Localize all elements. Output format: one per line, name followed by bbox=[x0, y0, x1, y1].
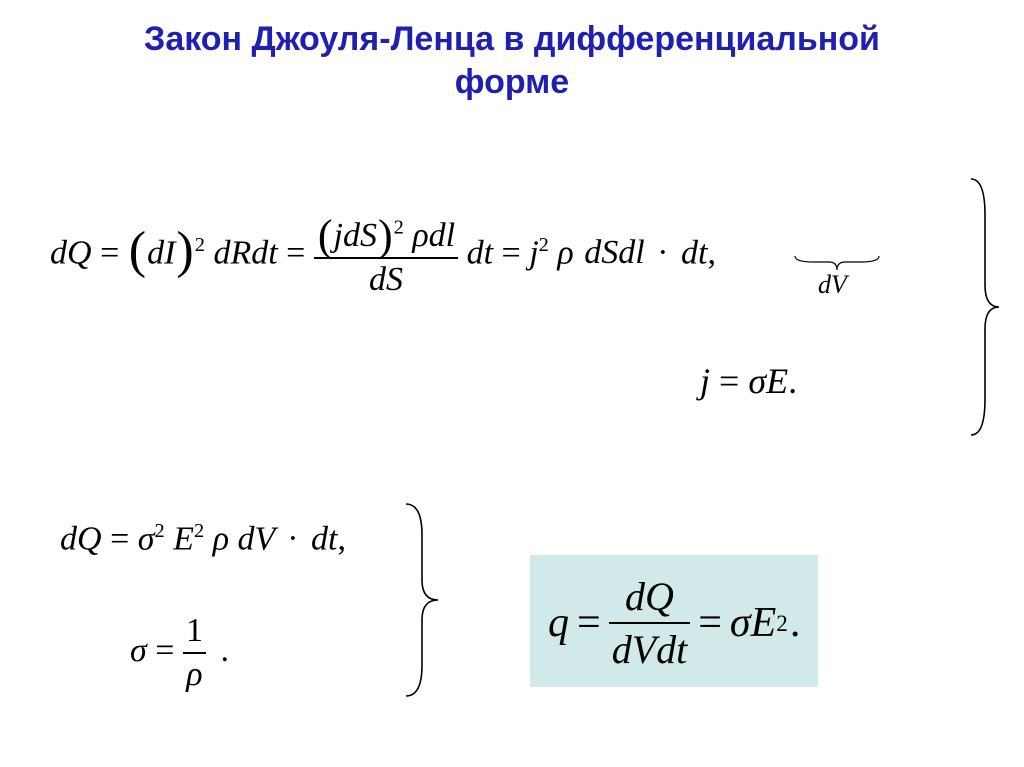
eq1-rparen1: ) bbox=[175, 228, 194, 275]
eq1-lparen1: ( bbox=[128, 228, 147, 275]
eq1-j: j bbox=[529, 234, 538, 271]
eq3-E: E bbox=[173, 520, 194, 557]
boxed-sup: 2 bbox=[776, 610, 788, 637]
eq3-sigma: σ bbox=[138, 520, 155, 557]
eq1-dRdt: dRdt bbox=[213, 234, 277, 271]
eq4-equals: = bbox=[155, 632, 183, 669]
eq1-comma: , bbox=[707, 234, 716, 271]
right-brace-icon bbox=[965, 175, 1005, 440]
right-brace2-icon bbox=[400, 500, 445, 700]
eq1-dI: dI bbox=[147, 234, 175, 271]
eq1-lhs: dQ bbox=[50, 234, 92, 271]
eq4-den: ρ bbox=[183, 656, 206, 694]
eq3-E-sup: 2 bbox=[194, 520, 204, 542]
eq1-fraction: (jdS)2 ρdl dS bbox=[314, 212, 458, 299]
eq1-frac-num-tail: ρdl bbox=[404, 217, 455, 254]
eq4-num: 1 bbox=[183, 612, 206, 650]
boxed-q: q bbox=[548, 599, 569, 647]
eq1-frac-den: dS bbox=[314, 261, 458, 299]
eq1-equals1: = bbox=[100, 234, 128, 271]
eq1-frac-num-core: jdS bbox=[334, 217, 377, 254]
eq3-dt: dt bbox=[311, 520, 337, 557]
eq2-equals: = bbox=[719, 361, 748, 401]
equation-j-sigmaE: j = σE. bbox=[700, 360, 797, 402]
slide: Закон Джоуля-Ленца в дифференциальной фо… bbox=[0, 0, 1024, 767]
eq2-sigmaE: σE bbox=[748, 361, 788, 401]
eq3-comma: , bbox=[337, 520, 346, 557]
equation-sigma-1rho: σ = 1 ρ . bbox=[130, 612, 229, 694]
eq1-equals3: = bbox=[502, 234, 530, 271]
eq2-dot: . bbox=[788, 361, 797, 401]
boxed-dot: . bbox=[788, 599, 801, 647]
eq3-lhs: dQ bbox=[60, 520, 102, 557]
underbrace-label: dV bbox=[818, 270, 847, 300]
eq3-cdot: · bbox=[283, 520, 302, 557]
eq1-dt2: dt bbox=[681, 234, 707, 271]
eq4-dot: . bbox=[214, 632, 229, 669]
eq1-dt1: dt bbox=[467, 234, 493, 271]
eq3-sigma-sup: 2 bbox=[155, 520, 165, 542]
eq1-lparen2: ( bbox=[317, 216, 334, 256]
boxed-equals1: = bbox=[569, 599, 609, 647]
eq1-equals2: = bbox=[286, 234, 314, 271]
eq1-rparen2: ) bbox=[377, 216, 394, 256]
eq1-j-sup: 2 bbox=[539, 234, 549, 256]
eq4-fraction: 1 ρ bbox=[183, 612, 206, 694]
eq3-equals: = bbox=[110, 520, 138, 557]
eq1-rho: ρ bbox=[557, 234, 573, 271]
boxed-den: dVdt bbox=[609, 626, 691, 673]
equation-dq-derivation: dQ = (dI)2 dRdt = (jdS)2 ρdl dS dt = j2 … bbox=[50, 212, 716, 299]
eq3-dV: dV bbox=[238, 520, 275, 557]
eq2-j: j bbox=[700, 361, 710, 401]
equation-dq-sigma2: dQ = σ2 E2 ρ dV · dt, bbox=[60, 520, 346, 558]
slide-title: Закон Джоуля-Ленца в дифференциальной фо… bbox=[40, 18, 984, 103]
boxed-num: dQ bbox=[609, 573, 691, 620]
eq3-rho: ρ bbox=[213, 520, 229, 557]
boxed-equals2: = bbox=[690, 599, 730, 647]
eq4-sigma: σ bbox=[130, 632, 147, 669]
boxed-sigmaE: σE bbox=[730, 599, 776, 647]
eq1-sup1: 2 bbox=[195, 234, 205, 256]
eq1-frac-num-sup: 2 bbox=[394, 217, 404, 239]
boxed-fraction: dQ dVdt bbox=[609, 573, 691, 673]
boxed-result: q = dQ dVdt = σE2. bbox=[530, 555, 818, 687]
eq1-dSdl: dSdl bbox=[582, 234, 644, 271]
eq1-cdot: · bbox=[653, 234, 672, 271]
